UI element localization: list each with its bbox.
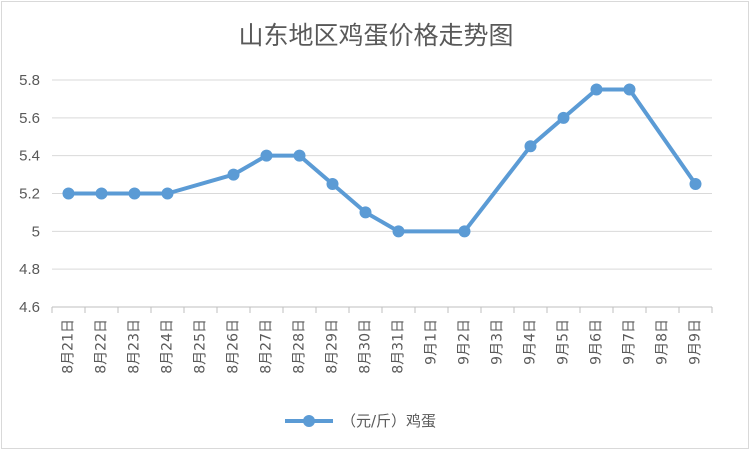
x-tick-label: 9月5日 [556, 319, 572, 365]
x-tick-label: 9月2日 [457, 319, 473, 365]
data-point[interactable] [326, 178, 339, 191]
x-tick-label: 8月29日 [325, 319, 341, 374]
x-tick-label: 9月3日 [490, 319, 506, 365]
series-egg-price [62, 83, 702, 238]
x-tick-label: 8月22日 [94, 319, 110, 374]
y-tick-label: 4.8 [19, 261, 40, 278]
data-point[interactable] [689, 178, 702, 191]
data-point[interactable] [392, 225, 405, 238]
x-tick-label: 9月6日 [589, 319, 605, 365]
data-point[interactable] [128, 187, 141, 200]
x-tick-label: 8月30日 [358, 319, 374, 374]
data-point[interactable] [458, 225, 471, 238]
y-tick-label: 5.8 [19, 72, 40, 89]
chart-title: 山东地区鸡蛋价格走势图 [238, 21, 513, 50]
x-tick-label: 8月24日 [160, 319, 176, 374]
x-tick-label: 8月23日 [127, 319, 143, 374]
y-tick-label: 5.6 [19, 110, 40, 127]
x-tick-label: 9月8日 [655, 319, 671, 365]
data-point[interactable] [557, 111, 570, 124]
data-point[interactable] [260, 149, 273, 162]
data-point[interactable] [590, 83, 603, 96]
data-point[interactable] [161, 187, 174, 200]
x-tick-label: 8月31日 [391, 319, 407, 374]
data-point[interactable] [623, 83, 636, 96]
gridlines [51, 79, 713, 313]
x-tick-label: 8月27日 [259, 319, 275, 374]
y-axis-tick-labels: 4.6 4.8 5 5.2 5.4 5.6 5.8 [19, 72, 40, 316]
y-tick-label: 5.4 [19, 148, 40, 165]
y-tick-label: 5 [32, 223, 40, 240]
data-point[interactable] [524, 140, 537, 153]
x-tick-label: 9月4日 [523, 319, 539, 365]
y-tick-label: 4.6 [19, 299, 40, 316]
data-point[interactable] [293, 149, 306, 162]
x-tick-label: 8月25日 [193, 319, 209, 374]
x-tick-label: 8月28日 [292, 319, 308, 374]
series-line [66, 87, 698, 234]
x-tick-label: 8月21日 [61, 319, 77, 374]
data-point[interactable] [359, 206, 372, 219]
data-point[interactable] [95, 187, 108, 200]
x-tick-label: 9月1日 [424, 319, 440, 365]
legend[interactable]: （元/斤）鸡蛋 [285, 412, 436, 430]
x-tick-label: 9月9日 [688, 319, 704, 365]
x-tick-label: 9月7日 [622, 319, 638, 365]
y-tick-label: 5.2 [19, 186, 40, 203]
x-tick-label: 8月26日 [226, 319, 242, 374]
legend-label: （元/斤）鸡蛋 [341, 412, 436, 430]
data-point[interactable] [227, 168, 240, 181]
data-point[interactable] [62, 187, 75, 200]
x-axis-tick-labels: 8月21日 8月22日 8月23日 8月24日 8月25日 8月26日 8月27日 8月28日… [61, 319, 704, 374]
legend-dot-marker [303, 415, 315, 427]
